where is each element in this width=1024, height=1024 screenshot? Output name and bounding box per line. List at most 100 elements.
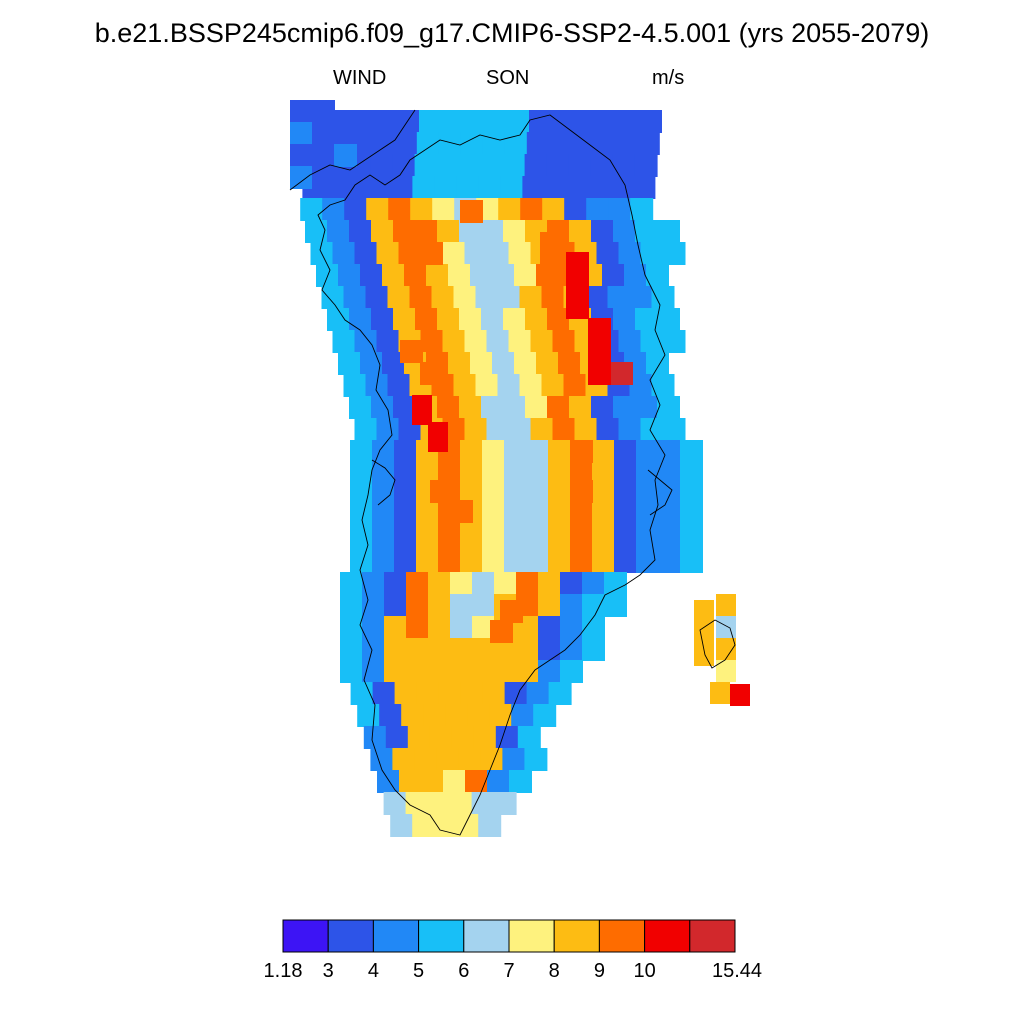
map-cell <box>530 330 554 353</box>
map-cell <box>332 330 356 353</box>
map-cell <box>453 374 477 397</box>
map-cell <box>450 594 473 617</box>
map-cell <box>438 528 461 551</box>
map-cell <box>420 242 443 265</box>
map-cell <box>290 122 313 145</box>
map-cell <box>614 484 637 507</box>
map-cell <box>548 462 571 485</box>
map-cell <box>372 440 395 463</box>
map-cell <box>657 396 680 419</box>
map-cell <box>552 418 576 441</box>
map-cell <box>592 484 615 507</box>
map-cell <box>502 748 526 771</box>
map-cell <box>624 264 647 287</box>
map-cell <box>511 704 535 727</box>
map-cell <box>526 484 549 507</box>
map-cell <box>460 200 483 223</box>
map-cell <box>503 308 526 331</box>
map-cell <box>384 638 407 661</box>
coastline-west <box>371 459 396 506</box>
season-label: SON <box>486 67 530 89</box>
map-cell <box>480 154 504 177</box>
map-cell <box>480 748 504 771</box>
map-cell <box>573 110 596 133</box>
colorbar-tick-label: 6 <box>458 960 470 982</box>
map-cell <box>569 220 592 243</box>
map-cell <box>372 462 395 485</box>
map-cell <box>636 132 660 155</box>
map-cell <box>375 110 398 133</box>
map-cell <box>338 352 361 375</box>
map-cell <box>332 242 356 265</box>
map-cell <box>340 660 363 683</box>
map-cell <box>350 484 373 507</box>
map-cell <box>384 616 407 639</box>
map-cell <box>372 132 396 155</box>
map-cell <box>538 660 561 683</box>
map-cell <box>340 616 363 639</box>
map-cell <box>680 484 703 507</box>
map-cell <box>312 166 335 189</box>
map-cell <box>538 594 561 617</box>
map-cell <box>524 154 548 177</box>
map-cell <box>482 484 505 507</box>
map-cell <box>385 726 409 749</box>
map-cell <box>467 704 491 727</box>
map-cell <box>478 176 502 199</box>
map-cell <box>680 528 703 551</box>
map-cell <box>412 176 436 199</box>
map-cell <box>363 726 387 749</box>
map-cell <box>353 110 376 133</box>
map-cell <box>423 704 447 727</box>
map-cell <box>548 440 571 463</box>
variable-label: WIND <box>333 67 387 89</box>
map-cell <box>526 528 549 551</box>
map-cell <box>662 330 686 353</box>
map-cell <box>500 600 523 623</box>
map-cell <box>570 506 593 529</box>
map-cell <box>592 550 615 573</box>
map-cell <box>730 684 750 706</box>
map-cell <box>566 176 590 199</box>
map-cell <box>558 352 581 375</box>
map-cell <box>540 232 563 255</box>
map-cell <box>566 296 589 319</box>
map-cell <box>541 286 565 309</box>
map-cell <box>437 396 460 419</box>
map-cell <box>632 176 656 199</box>
map-cell <box>548 528 571 551</box>
map-cell <box>548 132 572 155</box>
map-cell <box>548 550 571 573</box>
map-cell <box>392 748 416 771</box>
map-cell <box>464 418 488 441</box>
map-cell <box>591 220 614 243</box>
map-cell <box>407 726 431 749</box>
map-cell <box>448 264 471 287</box>
map-cell <box>495 726 519 749</box>
map-cell <box>481 220 504 243</box>
map-cell <box>442 418 466 441</box>
map-cell <box>438 682 462 705</box>
map-cell <box>493 792 517 815</box>
map-cell <box>438 132 462 155</box>
map-cell <box>393 308 416 331</box>
map-cell <box>590 154 614 177</box>
map-cell <box>472 594 495 617</box>
map-cell <box>415 308 438 331</box>
map-cell <box>414 748 438 771</box>
map-cell <box>504 462 527 485</box>
map-cell <box>406 594 429 617</box>
map-cell <box>504 440 527 463</box>
map-cell <box>519 286 543 309</box>
map-cell <box>613 396 636 419</box>
colorbar-tick-label: 15.44 <box>711 960 763 982</box>
map-cell <box>372 506 395 529</box>
map-cell <box>394 506 417 529</box>
map-cell <box>716 594 736 616</box>
map-cell <box>327 308 350 331</box>
map-cell <box>586 198 610 221</box>
map-cell <box>481 396 504 419</box>
map-cell <box>420 330 444 353</box>
map-cell <box>547 308 570 331</box>
